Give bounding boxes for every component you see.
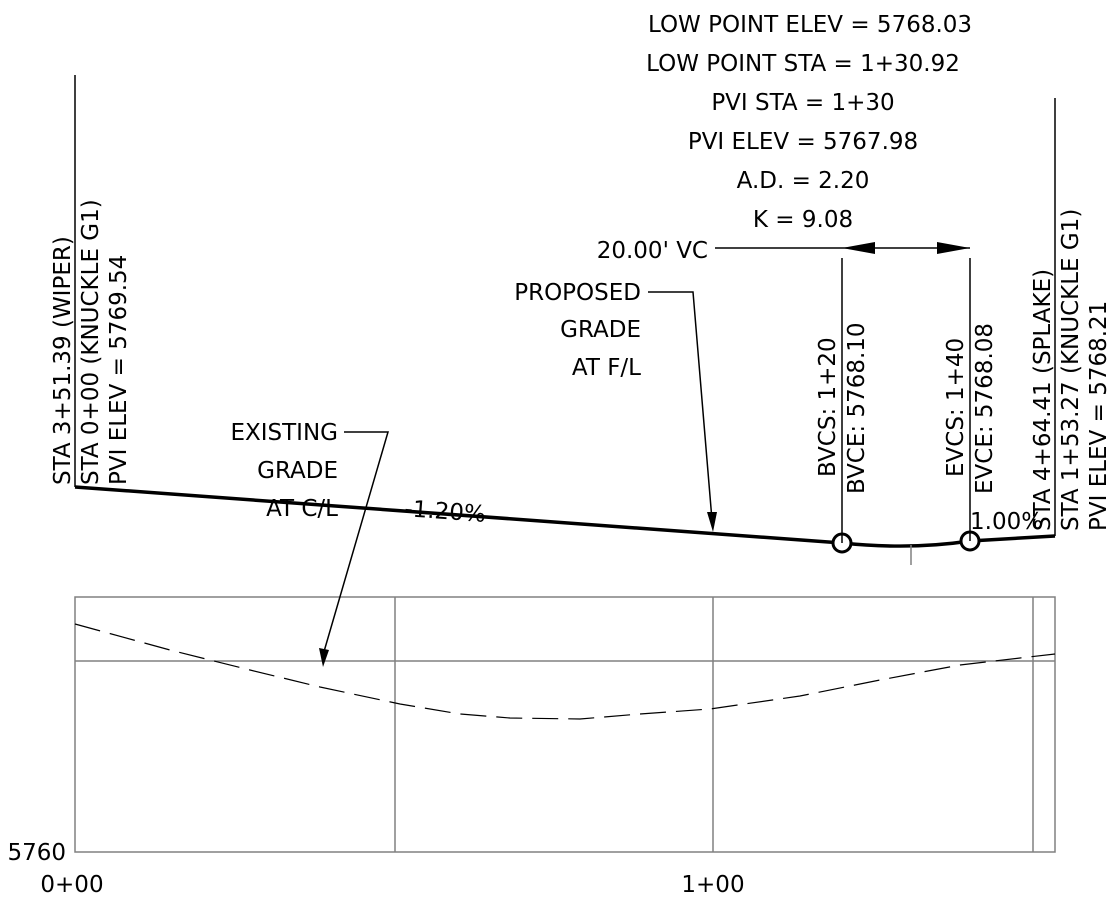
proposed-grade-label-line3: AT F/L xyxy=(572,355,641,381)
bvc-elevation-text: BVCE: 5768.10 xyxy=(844,322,870,494)
right-station-line1: STA 4+64.41 (SPLAKE) xyxy=(1030,269,1056,531)
low-point-elev-text: LOW POINT ELEV = 5768.03 xyxy=(648,12,972,38)
right-station-line2: STA 1+53.27 (KNUCKLE G1) xyxy=(1058,209,1084,531)
k-text: K = 9.08 xyxy=(753,207,853,233)
right-grade-text: 1.00% xyxy=(970,509,1043,535)
left-station-line2: STA 0+00 (KNUCKLE G1) xyxy=(78,199,104,485)
left-station-labels: STA 3+51.39 (WIPER) STA 0+00 (KNUCKLE G1… xyxy=(50,199,132,485)
proposed-grade-label: PROPOSED GRADE AT F/L xyxy=(514,280,641,381)
existing-grade-line xyxy=(74,623,1056,720)
right-station-labels: STA 4+64.41 (SPLAKE) STA 1+53.27 (KNUCKL… xyxy=(1030,209,1112,531)
ad-text: A.D. = 2.20 xyxy=(737,168,870,194)
vc-label: 20.00' VC xyxy=(597,238,708,264)
x-axis-label-start: 0+00 xyxy=(40,872,103,898)
low-point-sta-text: LOW POINT STA = 1+30.92 xyxy=(646,51,960,77)
vertical-curve xyxy=(841,539,971,548)
pvi-elev-text: PVI ELEV = 5767.98 xyxy=(688,129,918,155)
arrow-down-icon xyxy=(319,648,329,667)
pvi-sta-text: PVI STA = 1+30 xyxy=(711,90,894,116)
right-station-line3: PVI ELEV = 5768.21 xyxy=(1086,301,1112,531)
evc-station-text: EVCS: 1+40 xyxy=(943,338,969,477)
proposed-grade-label-line1: PROPOSED xyxy=(514,280,641,306)
proposed-grade-line xyxy=(74,485,843,545)
proposed-grade-leader xyxy=(648,291,713,521)
vc-dimension xyxy=(715,242,970,254)
curve-info-block: LOW POINT ELEV = 5768.03 LOW POINT STA =… xyxy=(646,12,972,233)
existing-grade-label: EXISTING GRADE AT C/L xyxy=(230,420,338,522)
existing-grade-label-line1: EXISTING xyxy=(230,420,338,446)
x-axis-label-100: 1+00 xyxy=(681,872,744,898)
arrow-down-icon xyxy=(707,512,717,532)
existing-grade-label-line2: GRADE xyxy=(257,458,338,484)
proposed-grade-label-line2: GRADE xyxy=(560,317,641,343)
existing-grade-leader xyxy=(322,431,389,656)
grid-frame xyxy=(74,596,1056,853)
proposed-grade xyxy=(74,485,1056,565)
profile-grid xyxy=(74,596,1056,853)
arrow-right-icon xyxy=(937,242,970,254)
y-axis-label: 5760 xyxy=(7,840,66,866)
left-grade-text: -1.20% xyxy=(404,496,487,528)
existing-grade-label-line3: AT C/L xyxy=(266,496,338,522)
left-station-line3: PVI ELEV = 5769.54 xyxy=(106,255,132,485)
left-station-line1: STA 3+51.39 (WIPER) xyxy=(50,236,76,485)
bvc-station-text: BVCS: 1+20 xyxy=(815,337,841,477)
arrow-left-icon xyxy=(842,242,875,254)
evc-elevation-text: EVCE: 5768.08 xyxy=(972,323,998,494)
proposed-grade-line-right xyxy=(969,534,1056,543)
